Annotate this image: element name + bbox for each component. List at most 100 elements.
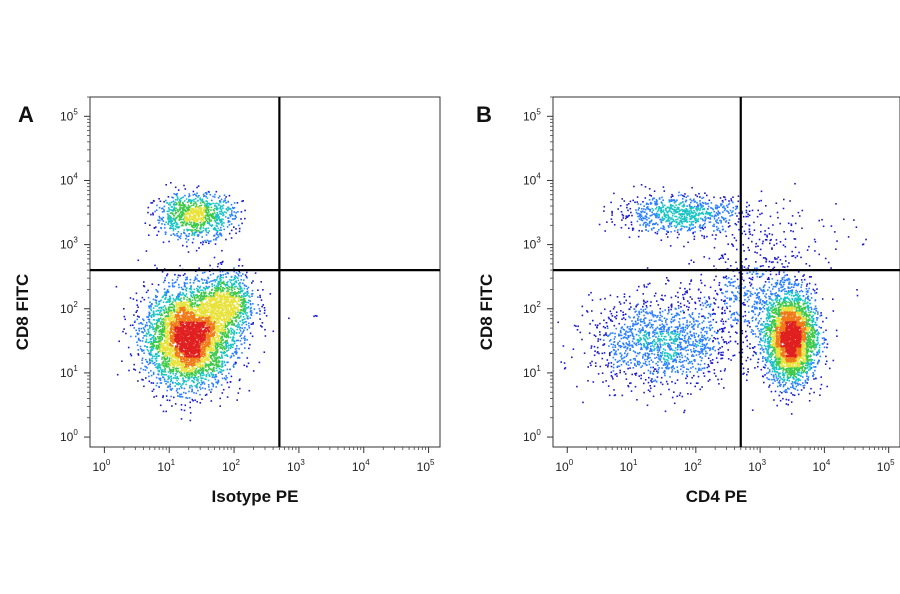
event-point: [157, 373, 159, 375]
event-point: [241, 321, 244, 324]
event-point: [185, 314, 188, 316]
event-point: [243, 337, 245, 339]
event-point: [205, 219, 208, 222]
event-point: [165, 395, 168, 397]
event-point: [185, 312, 187, 315]
event-point: [217, 292, 219, 294]
event-point: [222, 338, 224, 341]
event-point: [145, 341, 147, 343]
event-point: [169, 303, 171, 306]
event-point: [201, 367, 204, 370]
event-point: [150, 370, 152, 372]
event-point: [237, 274, 240, 277]
event-point: [174, 201, 176, 204]
event-point: [169, 380, 172, 383]
event-point: [208, 389, 211, 391]
event-point: [174, 213, 177, 215]
event-point: [203, 292, 205, 294]
event-point: [221, 223, 223, 225]
event-point: [210, 213, 212, 216]
event-point: [151, 337, 153, 339]
event-point: [198, 247, 200, 249]
event-point: [178, 295, 180, 298]
event-point: [234, 291, 236, 293]
event-point: [168, 338, 171, 340]
event-point: [170, 340, 173, 342]
event-point: [203, 311, 205, 314]
event-point: [211, 348, 213, 350]
event-point: [179, 218, 182, 220]
event-point: [209, 341, 212, 343]
event-point: [174, 360, 176, 363]
event-point: [153, 227, 156, 229]
event-point: [168, 341, 170, 344]
event-point: [232, 324, 234, 326]
event-point: [224, 330, 226, 332]
event-point: [194, 228, 196, 231]
event-point: [236, 306, 238, 309]
event-point: [162, 395, 164, 397]
event-point: [181, 369, 183, 372]
event-point: [218, 288, 220, 290]
event-point: [151, 324, 154, 326]
event-point: [147, 350, 150, 352]
event-point: [202, 215, 205, 217]
event-point: [202, 355, 205, 358]
event-point: [161, 211, 164, 213]
event-point: [221, 211, 224, 214]
event-point: [251, 289, 254, 292]
event-point: [213, 333, 215, 336]
event-point: [217, 339, 219, 341]
event-point: [164, 365, 166, 367]
event-point: [141, 340, 144, 342]
event-point: [175, 310, 177, 312]
event-point: [174, 300, 176, 302]
event-point: [181, 197, 183, 199]
event-point: [225, 216, 227, 218]
event-point: [213, 309, 215, 312]
event-point: [225, 342, 227, 345]
event-point: [200, 292, 203, 294]
event-point: [219, 289, 222, 291]
event-point: [188, 215, 191, 218]
event-point: [193, 288, 196, 291]
event-point: [210, 306, 212, 309]
event-point: [205, 306, 208, 308]
event-point: [175, 314, 178, 317]
event-point: [177, 215, 179, 217]
event-point: [178, 226, 181, 228]
event-point: [182, 212, 184, 214]
event-point: [161, 314, 164, 316]
event-point: [206, 282, 209, 284]
event-point: [176, 223, 179, 226]
event-point: [192, 356, 194, 359]
event-point: [191, 359, 194, 362]
event-point: [199, 211, 201, 213]
event-point: [179, 317, 181, 320]
event-point: [183, 318, 186, 320]
event-point: [216, 346, 219, 349]
event-point: [133, 363, 135, 366]
event-point: [169, 300, 172, 302]
event-point: [169, 354, 171, 357]
event-point: [168, 325, 171, 327]
event-point: [215, 319, 218, 321]
event-point: [168, 210, 170, 213]
event-point: [226, 376, 228, 379]
event-point: [141, 296, 144, 299]
event-point: [186, 287, 188, 289]
event-point: [149, 353, 151, 356]
event-point: [206, 370, 209, 372]
event-point: [214, 308, 216, 311]
event-point: [192, 190, 195, 193]
event-point: [152, 298, 155, 301]
event-point: [151, 390, 154, 392]
event-point: [201, 243, 204, 246]
event-point: [220, 319, 223, 321]
event-point: [183, 357, 185, 359]
event-point: [221, 364, 223, 367]
event-point: [199, 393, 201, 396]
event-point: [215, 213, 217, 216]
event-point: [201, 312, 204, 315]
event-point: [236, 303, 239, 305]
